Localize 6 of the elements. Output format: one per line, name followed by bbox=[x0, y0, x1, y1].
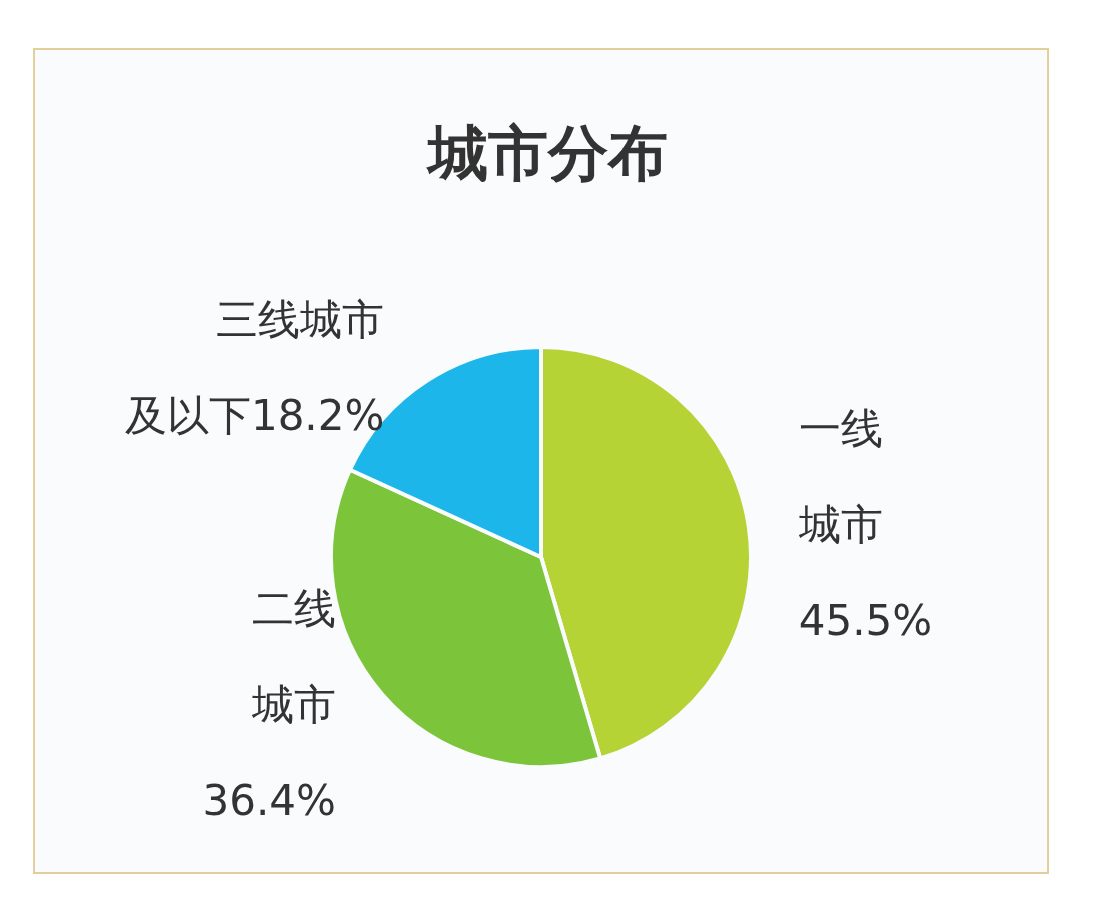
chart-title: 城市分布 bbox=[426, 118, 668, 188]
data-label: 36.4% bbox=[202, 775, 336, 825]
slice-label: 一线城市 bbox=[797, 404, 883, 550]
slice-label: 三线城市及以下18.2% bbox=[124, 295, 385, 441]
slice-label: 二线城市 bbox=[250, 583, 336, 729]
data-label: 45.5% bbox=[798, 596, 933, 646]
